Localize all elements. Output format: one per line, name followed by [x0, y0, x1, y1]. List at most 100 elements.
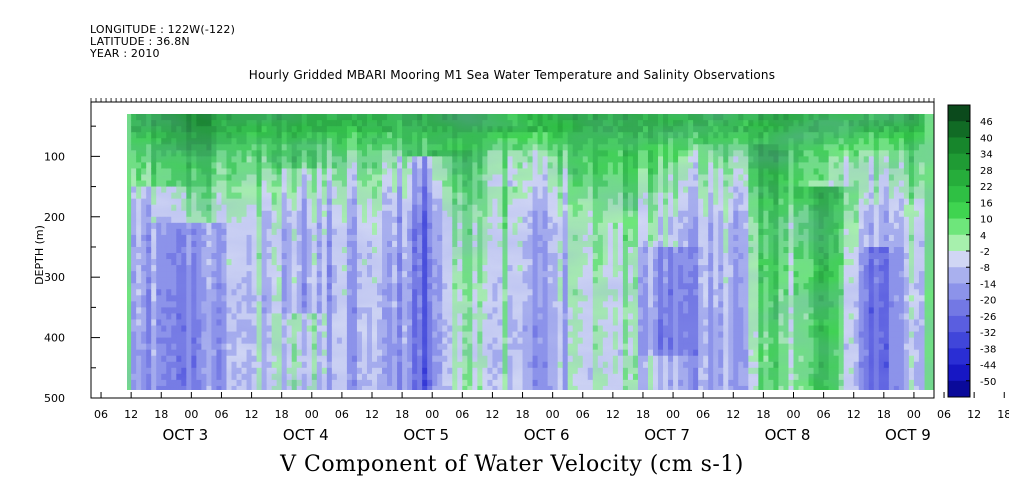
heat-cell — [377, 114, 383, 115]
heat-cell — [607, 114, 614, 115]
heat-cell — [206, 114, 213, 115]
heat-cell — [351, 114, 358, 115]
heat-cell — [131, 114, 137, 115]
heat-cell — [146, 114, 152, 115]
heat-cell — [176, 114, 182, 115]
heat-cell — [602, 114, 609, 115]
heat-cell — [266, 114, 273, 115]
heat-cell — [663, 114, 669, 115]
heat-cell — [271, 114, 278, 115]
heat-cell — [492, 114, 499, 115]
heat-cell — [637, 114, 644, 115]
heat-cell — [336, 114, 343, 115]
heat-cell — [171, 114, 177, 115]
heat-cell — [472, 114, 478, 115]
heat-cell — [407, 114, 413, 115]
heat-cell — [397, 114, 403, 115]
heat-cell — [372, 114, 378, 115]
heat-cell — [497, 114, 504, 115]
longitude-label: LONGITUDE : 122W(-122) — [90, 23, 236, 36]
heat-cell — [341, 114, 348, 115]
heat-cell — [221, 114, 228, 115]
heat-cell — [647, 114, 654, 115]
heat-cell — [427, 114, 433, 115]
heat-cell — [387, 114, 393, 115]
heat-cell — [392, 114, 398, 115]
heat-cell — [557, 114, 564, 115]
heat-cell — [256, 114, 263, 115]
heat-cell — [181, 114, 187, 115]
heat-cell — [462, 114, 468, 115]
heat-cell — [417, 114, 423, 115]
heat-cell — [452, 114, 458, 115]
heat-cell — [612, 114, 619, 115]
heat-cell — [642, 114, 649, 115]
heat-cell — [517, 114, 524, 115]
heat-cell — [211, 114, 218, 115]
heat-cell — [156, 114, 162, 115]
heat-cell — [567, 114, 574, 115]
heat-cell — [191, 114, 197, 115]
heat-cell — [241, 114, 248, 115]
heat-cell — [467, 114, 473, 115]
heat-cell — [512, 114, 519, 115]
heat-cell — [281, 114, 288, 115]
heat-cell — [552, 114, 559, 115]
heat-cell — [432, 114, 438, 115]
heat-cell — [331, 114, 338, 115]
heat-cell — [246, 114, 253, 115]
heat-cell — [306, 114, 313, 115]
heat-cell — [151, 114, 157, 115]
heat-cell — [572, 114, 579, 115]
heat-cell — [346, 114, 353, 115]
heat-cell — [261, 114, 268, 115]
heat-cell — [356, 114, 363, 115]
heat-cell — [402, 114, 408, 115]
heat-cell — [487, 114, 494, 115]
heat-cell — [136, 114, 142, 115]
heat-cell — [251, 114, 258, 115]
heat-cell — [562, 114, 569, 115]
heat-cell — [547, 114, 554, 115]
heat-cell — [502, 114, 509, 115]
heat-cell — [622, 114, 629, 115]
heat-cell — [366, 114, 373, 115]
heat-cell — [632, 114, 639, 115]
heat-cell — [537, 114, 544, 115]
heat-cell — [166, 114, 172, 115]
heat-cell — [532, 114, 539, 115]
heat-cell — [527, 114, 534, 115]
chart-title: Hourly Gridded MBARI Mooring M1 Sea Wate… — [248, 68, 776, 82]
heat-cell — [326, 114, 333, 115]
heat-cell — [597, 114, 604, 115]
heat-cell — [316, 114, 323, 115]
heat-cell — [507, 114, 514, 115]
heat-cell — [617, 114, 624, 115]
heat-cell — [186, 114, 192, 115]
heat-cell — [301, 114, 308, 115]
heat-cell — [216, 114, 223, 115]
heat-cell — [226, 114, 233, 115]
velocity-heatmap — [127, 114, 934, 390]
heat-cell — [311, 114, 318, 115]
heat-cell — [442, 114, 448, 115]
heat-cell — [437, 114, 443, 115]
heat-cell — [236, 114, 243, 115]
heat-cell — [161, 114, 167, 115]
heat-cell — [447, 114, 453, 115]
heat-cell — [577, 114, 584, 115]
heat-cell — [477, 114, 483, 115]
heat-cell — [286, 114, 293, 115]
heat-cell — [522, 114, 529, 115]
heat-cell — [422, 114, 428, 115]
heat-cell — [627, 114, 634, 115]
heat-cell — [361, 114, 368, 115]
heat-cell — [412, 114, 418, 115]
heat-cell — [196, 114, 202, 115]
heat-cell — [321, 114, 328, 115]
heat-cell — [276, 114, 283, 115]
heat-cell — [382, 114, 388, 115]
heat-cell — [201, 114, 208, 115]
heat-cell — [482, 114, 489, 115]
